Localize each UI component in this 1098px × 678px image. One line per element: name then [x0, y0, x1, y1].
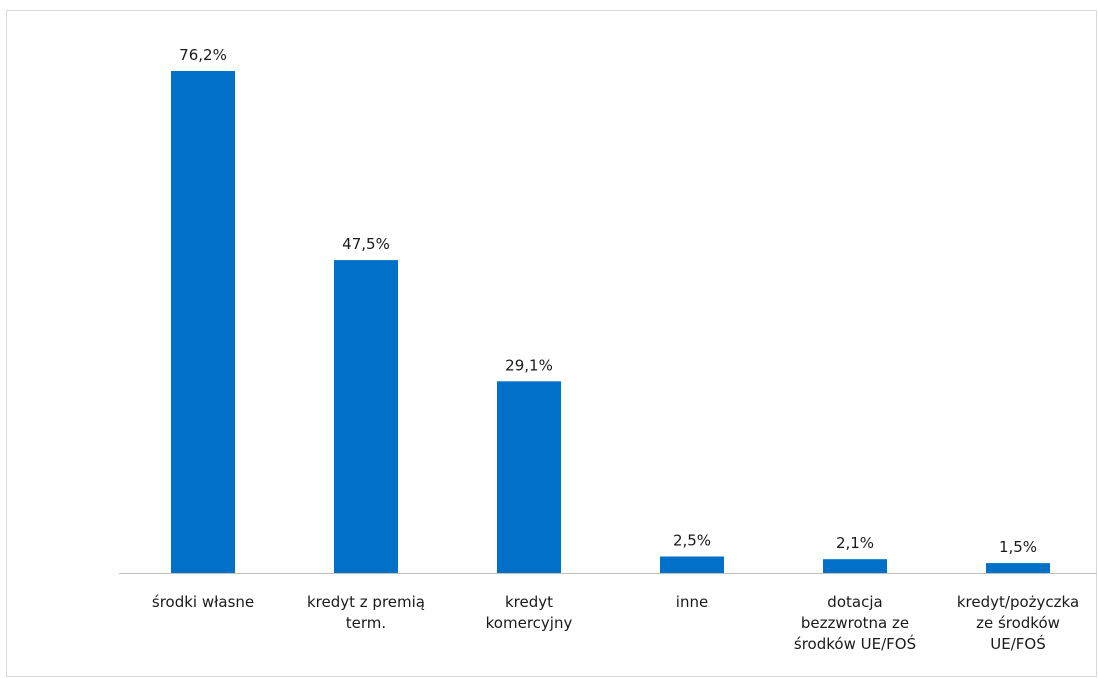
- category-label-2-line-2: term.: [346, 614, 386, 632]
- bar-5: [823, 559, 887, 573]
- bar-6: [986, 563, 1050, 573]
- category-label-6: kredyt/pożyczka ze środków UE/FOŚ: [957, 593, 1079, 653]
- category-label-5-line-2: bezzwrotna ze: [801, 614, 909, 632]
- category-label-4-line-1: inne: [676, 593, 708, 611]
- bar-4: [660, 556, 724, 573]
- category-label-5-line-3: środków UE/FOŚ: [794, 634, 916, 653]
- category-label-2: kredyt z premią term.: [307, 593, 425, 632]
- bars-layer: [171, 71, 1050, 573]
- category-label-6-line-3: UE/FOŚ: [990, 634, 1045, 653]
- value-labels-layer: 76,2% 47,5% 29,1% 2,5% 2,1% 1,5%: [179, 46, 1037, 556]
- bar-2: [334, 260, 398, 573]
- value-label-5: 2,1%: [836, 534, 874, 552]
- value-label-3: 29,1%: [505, 356, 553, 374]
- category-labels-layer: środki własne kredyt z premią term.kredyt k…: [152, 593, 1079, 653]
- category-label-6-line-2: ze środków: [976, 614, 1060, 632]
- category-label-1-line-1: środki własne: [152, 593, 254, 611]
- category-label-6-line-1: kredyt/pożyczka: [957, 593, 1079, 611]
- category-label-5: dotacja bezzwrotna ze środków UE/FOŚ: [794, 593, 916, 653]
- value-label-4: 2,5%: [673, 532, 711, 550]
- bar-1: [171, 71, 235, 573]
- category-label-3-line-2: komercyjny: [486, 614, 573, 632]
- category-label-3: kredyt komercyjny: [486, 593, 573, 632]
- category-label-4: inne: [676, 593, 708, 611]
- category-label-1: środki własne: [152, 593, 254, 611]
- value-label-2: 47,5%: [342, 235, 390, 253]
- bar-3: [497, 381, 561, 573]
- category-label-3-line-1: kredyt: [505, 593, 553, 611]
- category-label-2-line-1: kredyt z premią: [307, 593, 425, 611]
- value-label-1: 76,2%: [179, 46, 227, 64]
- category-label-5-line-1: dotacja: [827, 593, 882, 611]
- value-label-6: 1,5%: [999, 538, 1037, 556]
